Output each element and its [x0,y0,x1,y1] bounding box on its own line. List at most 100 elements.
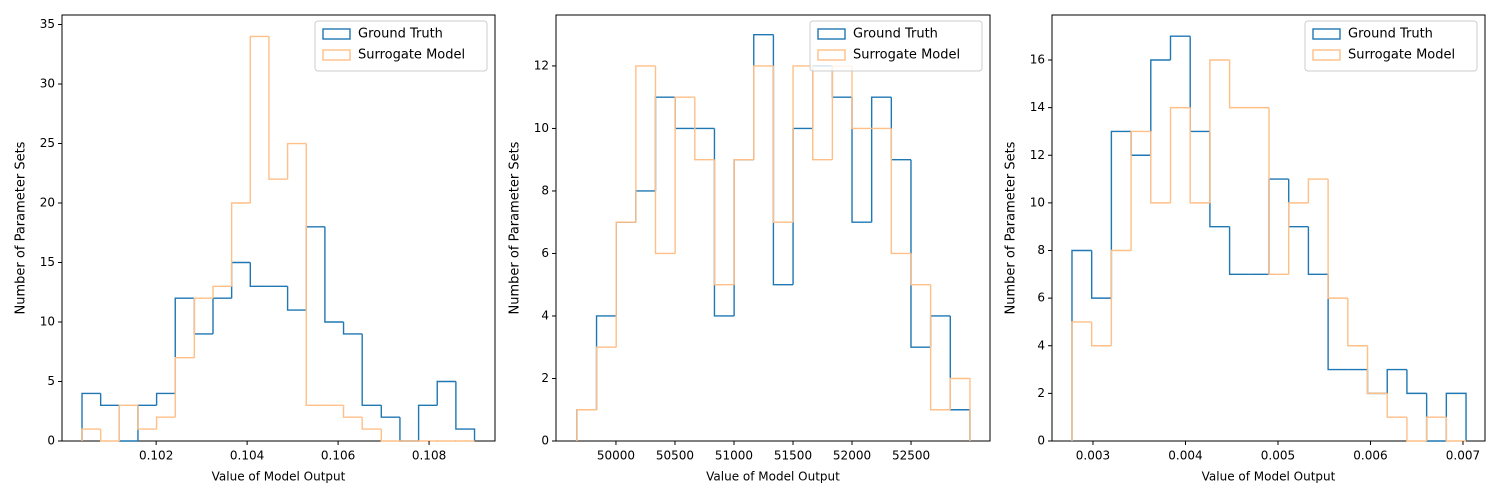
histogram-step [1425,416,1447,441]
histogram-step [576,409,597,441]
histogram-step [674,96,695,254]
histogram-step [342,405,363,418]
legend: Ground Truth Surrogate Model [809,20,983,72]
histogram-step [155,416,176,430]
legend-label: Surrogate Model [853,48,960,63]
histogram-step [417,404,438,441]
y-tick-label: 30 [40,77,55,91]
legend-swatch [1312,28,1341,40]
histogram-step [1228,60,1250,109]
histogram-step [305,226,325,311]
y-tick-label: 12 [534,58,549,72]
x-tick-label: 51000 [715,449,753,463]
histogram-step [615,221,636,316]
x-tick-label: 51500 [774,449,812,463]
histogram-step [342,322,363,335]
histogram-step [1366,345,1388,395]
histogram-step [230,261,251,299]
y-axis-label: Number of Parameter Sets [1004,141,1019,314]
histogram-step [1327,179,1348,299]
histogram-step [305,143,325,407]
histogram-step [772,65,794,223]
legend-box [809,20,983,72]
histogram-step [1209,59,1230,203]
histogram-step [455,381,476,441]
histogram-step [1327,274,1348,371]
plot-frame [61,14,496,442]
histogram-step [733,159,754,285]
legend-swatch [817,49,846,61]
histogram-step [1189,107,1210,204]
histogram-step [361,333,382,407]
histogram-step [910,253,931,286]
histogram-step [890,97,911,161]
histogram-step [81,392,101,441]
histogram-step [1110,249,1132,346]
histogram-step [1307,226,1329,276]
x-tick-label: 50000 [597,449,635,463]
x-tick-label: 0.006 [1353,449,1387,463]
y-tick-label: 2 [541,371,549,385]
legend-swatch [322,28,351,40]
y-axis-label: Number of Parameter Sets [508,141,523,314]
y-tick-label: 4 [1037,338,1045,352]
histogram-step [674,97,695,130]
legend: Ground Truth Surrogate Model [1304,20,1478,72]
x-tick-label: 52000 [833,449,871,463]
legend-swatch [1312,49,1341,61]
histogram-step [380,405,400,418]
histogram-step [654,65,676,255]
histogram-step [870,96,892,223]
y-tick-label: 12 [1030,148,1045,162]
legend-label: Surrogate Model [358,48,465,63]
histogram-step [155,392,176,406]
histogram-step [193,298,214,335]
x-tick-label: 0.004 [1168,449,1202,463]
histogram-step [576,409,597,441]
x-axis-label: Value of Model Output [1202,470,1336,484]
plot-frame [555,14,991,442]
histogram-step [1406,369,1427,395]
histogram-step [812,65,833,161]
legend: Ground Truth Surrogate Model [314,20,488,72]
y-tick-label: 6 [541,246,549,260]
histogram-step [1150,59,1171,156]
histogram-step [615,221,636,348]
histogram-step [1110,130,1132,299]
x-tick-label: 0.106 [321,449,355,463]
y-tick-label: 25 [40,136,55,150]
y-tick-label: 0 [1037,434,1045,448]
y-tick-label: 0 [47,434,55,448]
histogram-step [118,405,138,442]
x-tick-label: 50500 [656,449,694,463]
y-tick-label: 8 [1037,243,1045,257]
histogram-step [137,405,157,430]
legend-swatch [322,49,351,61]
histogram-step [249,35,269,204]
histogram-step [1071,249,1092,441]
histogram-step [1090,250,1112,299]
y-tick-label: 6 [1037,291,1045,305]
histogram-step [1445,417,1467,442]
histogram-step [399,417,419,442]
histogram-step [635,190,656,223]
x-tick-label: 52500 [892,449,930,463]
histogram-step [137,404,157,441]
histogram-step [174,357,195,418]
x-axis-label: Value of Model Output [706,470,840,484]
x-tick-label: 0.005 [1261,449,1295,463]
histogram-step [929,284,951,411]
y-tick-label: 8 [541,183,549,197]
legend-box [314,20,488,72]
histogram-step [1130,131,1151,156]
histogram-step [212,297,232,334]
legend-box [1304,20,1478,72]
histogram-step [910,159,931,348]
y-tick-label: 10 [534,121,549,135]
histogram-step [212,285,232,299]
histogram-step [851,97,872,223]
y-tick-label: 10 [40,315,55,329]
histogram-step [654,96,676,191]
x-tick-label: 0.102 [139,449,173,463]
